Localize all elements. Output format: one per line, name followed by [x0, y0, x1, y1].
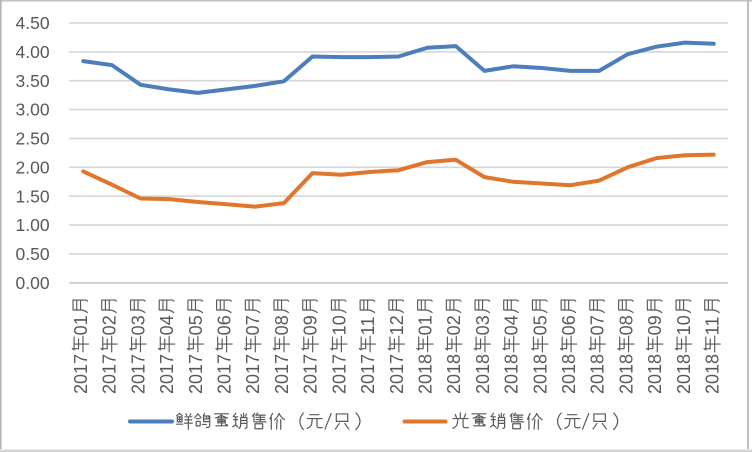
svg-text:2017: 2017 [100, 354, 120, 394]
svg-text:2017: 2017 [71, 354, 91, 394]
svg-text:11: 11 [358, 317, 378, 336]
svg-text:04: 04 [502, 315, 522, 335]
svg-text:1.00: 1.00 [16, 215, 50, 235]
svg-text:07: 07 [588, 315, 608, 335]
svg-text:2017: 2017 [272, 354, 292, 394]
svg-text:2017: 2017 [329, 354, 349, 394]
svg-text:2018: 2018 [645, 354, 665, 394]
svg-text:2018: 2018 [588, 354, 608, 394]
svg-text:2017: 2017 [157, 354, 177, 394]
svg-text:2017: 2017 [215, 354, 235, 394]
svg-text:2017: 2017 [301, 354, 321, 394]
svg-text:05: 05 [530, 315, 550, 335]
svg-text:06: 06 [559, 315, 579, 335]
svg-text:2017: 2017 [358, 354, 378, 394]
svg-text:2018: 2018 [559, 354, 579, 394]
svg-text:0.50: 0.50 [16, 244, 50, 264]
svg-text:4.50: 4.50 [16, 13, 50, 33]
svg-text:4.00: 4.00 [16, 42, 50, 62]
svg-text:2.50: 2.50 [16, 129, 50, 149]
svg-text:11: 11 [703, 317, 723, 336]
svg-text:2018: 2018 [674, 354, 694, 394]
svg-text:01: 01 [71, 315, 91, 335]
svg-text:05: 05 [186, 315, 206, 335]
svg-text:09: 09 [645, 315, 665, 335]
svg-text:2018: 2018 [473, 354, 493, 394]
svg-text:07: 07 [243, 315, 263, 335]
svg-text:12: 12 [387, 315, 407, 335]
svg-text:2018: 2018 [502, 354, 522, 394]
svg-text:2017: 2017 [186, 354, 206, 394]
svg-text:2018: 2018 [416, 354, 436, 394]
svg-text:10: 10 [674, 315, 694, 335]
svg-text:3.00: 3.00 [16, 100, 50, 120]
svg-text:1.50: 1.50 [16, 186, 50, 206]
svg-text:02: 02 [444, 315, 464, 335]
svg-text:2017: 2017 [128, 354, 148, 394]
svg-text:06: 06 [215, 315, 235, 335]
svg-text:10: 10 [329, 315, 349, 335]
svg-text:08: 08 [272, 315, 292, 335]
svg-text:0.00: 0.00 [16, 273, 50, 293]
svg-text:2017: 2017 [243, 354, 263, 394]
svg-text:02: 02 [100, 315, 120, 335]
svg-text:2.00: 2.00 [16, 157, 50, 177]
svg-text:03: 03 [473, 315, 493, 335]
svg-text:01: 01 [416, 315, 436, 335]
svg-text:09: 09 [301, 315, 321, 335]
svg-text:03: 03 [128, 315, 148, 335]
svg-text:2018: 2018 [617, 354, 637, 394]
svg-text:2018: 2018 [703, 354, 723, 394]
svg-text:3.50: 3.50 [16, 71, 50, 91]
svg-text:2018: 2018 [444, 354, 464, 394]
svg-text:2018: 2018 [530, 354, 550, 394]
svg-text:04: 04 [157, 315, 177, 335]
svg-text:08: 08 [617, 315, 637, 335]
svg-text:2017: 2017 [387, 354, 407, 394]
